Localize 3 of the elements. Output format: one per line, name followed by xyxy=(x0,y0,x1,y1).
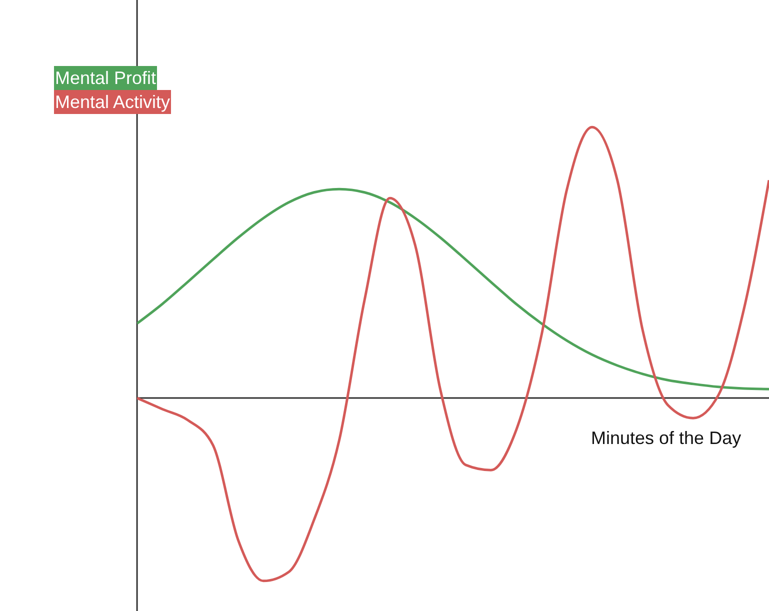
text: Mental Activity xyxy=(54,90,172,114)
x-axis-title: Minutes of the Day xyxy=(591,428,742,449)
text: Mental Profit xyxy=(54,66,158,90)
